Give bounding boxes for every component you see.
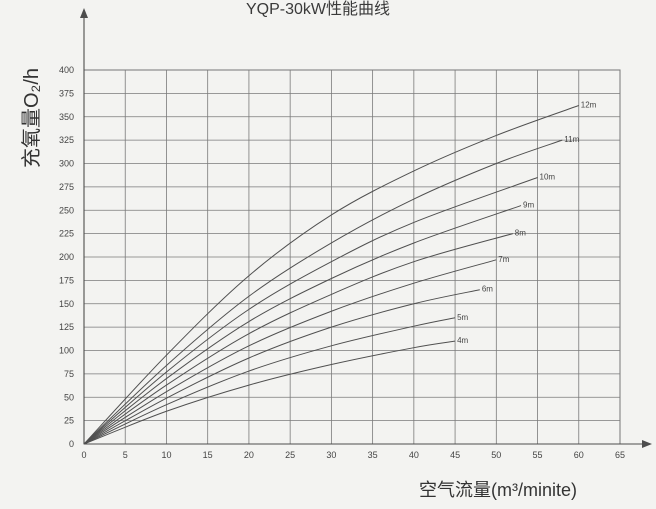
series-line-11m [83,139,563,445]
x-tick-label: 15 [203,450,213,460]
x-tick-label: 60 [574,450,584,460]
series-line-4m [83,340,456,445]
tick-labels: 0 5 10 15 20 25 30 35 40 45 50 55 60 65 0 25 50 75 100 125 1… [59,65,625,460]
series-line-6m [83,289,480,445]
y-tick-label: 125 [59,322,74,332]
series-label-9m: 9m [523,201,534,210]
series-labels: 4m 5m 6m 7m 8m 9m 10m 11m 12m [457,101,597,346]
x-tick-label: 35 [368,450,378,460]
y-tick-label: 350 [59,112,74,122]
y-tick-label: 300 [59,159,74,169]
series-label-5m: 5m [457,313,468,322]
x-tick-label: 65 [615,450,625,460]
x-tick-label: 55 [533,450,543,460]
x-tick-label: 20 [244,450,254,460]
y-tick-label: 275 [59,182,74,192]
chart-title: YQP-30kW性能曲线 [246,0,390,18]
y-tick-label: 325 [59,135,74,145]
series-label-10m: 10m [540,173,556,182]
axes [80,8,652,448]
x-tick-label: 45 [450,450,460,460]
series-label-12m: 12m [581,101,597,110]
y-tick-label: 50 [64,392,74,402]
series-line-5m [83,317,456,445]
y-tick-label: 25 [64,416,74,426]
x-tick-label: 50 [491,450,501,460]
y-tick-label: 150 [59,299,74,309]
x-tick-label: 30 [326,450,336,460]
y-tick-label: 100 [59,346,74,356]
y-tick-label: 375 [59,88,74,98]
series-line-12m [83,105,579,445]
series-label-6m: 6m [482,285,493,294]
x-tick-label: 5 [123,450,128,460]
x-axis-label: 空气流量(m³/minite) [419,480,577,500]
series-label-7m: 7m [498,255,509,264]
grid [83,69,621,445]
x-tick-label: 10 [161,450,171,460]
series-line-9m [83,205,522,445]
series-label-11m: 11m [564,135,579,144]
y-tick-label: 175 [59,275,74,285]
series-lines [83,105,579,445]
y-tick-label: 200 [59,252,74,262]
y-tick-label: 400 [59,65,74,75]
series-line-7m [83,259,497,445]
x-tick-label: 40 [409,450,419,460]
series-line-8m [83,233,513,445]
y-axis-label: 充氧量O₂/h [20,68,43,168]
x-tick-label: 0 [81,450,86,460]
series-label-4m: 4m [457,336,468,345]
series-line-10m [83,177,538,445]
y-axis-arrow [80,8,88,18]
y-tick-label: 225 [59,229,74,239]
y-tick-label: 250 [59,205,74,215]
x-tick-label: 25 [285,450,295,460]
series-label-8m: 8m [515,229,526,238]
y-tick-label: 0 [69,439,74,449]
y-tick-label: 75 [64,369,74,379]
x-axis-arrow [642,440,652,448]
